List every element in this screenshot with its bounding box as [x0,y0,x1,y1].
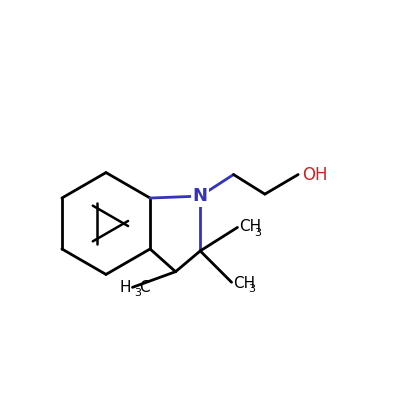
Text: H: H [119,280,130,295]
Text: 3: 3 [254,228,261,238]
Text: C: C [140,280,150,295]
Text: N: N [193,187,208,205]
Text: 3: 3 [248,284,256,294]
Text: CH: CH [234,276,256,290]
Text: OH: OH [302,166,328,184]
Text: 3: 3 [134,288,142,298]
Text: CH: CH [239,219,262,234]
